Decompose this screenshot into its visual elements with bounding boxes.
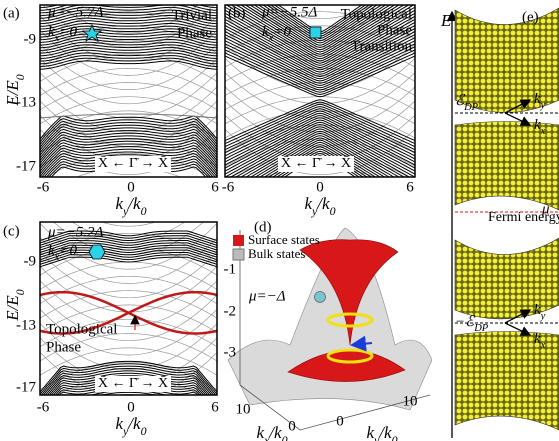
y-tick-label: -9 [24, 31, 37, 47]
label: 10 [403, 393, 418, 409]
label: (c) [3, 223, 20, 239]
legend-swatch [233, 249, 244, 260]
label: X̄ ← Γ̄ → X̄ [98, 156, 168, 172]
label: μ=−5.2Δ [47, 224, 104, 240]
text-part: y [540, 311, 546, 322]
legend-label: Surface states [248, 232, 320, 247]
x-tick-label: 6 [406, 179, 414, 195]
text-part: =0 [59, 24, 77, 40]
text-part: 0 [141, 204, 147, 218]
y-tick-label: -9 [24, 253, 37, 269]
cone-surface [455, 238, 559, 319]
label: μ=−Δ [248, 288, 286, 304]
label: Phase [177, 25, 212, 41]
text-part: 0 [141, 424, 147, 438]
text-part: E/E [3, 295, 22, 322]
band-line [40, 68, 217, 95]
band-line [40, 56, 217, 64]
text-part: 0 [13, 289, 27, 295]
text-part: E/E [3, 80, 22, 107]
text-part: /k [268, 423, 282, 441]
label: Trivial [172, 7, 212, 23]
label: 0 [288, 418, 296, 434]
band-line [40, 276, 217, 304]
text-part: /k [127, 194, 141, 213]
y-tick-label: -17 [16, 158, 36, 174]
text-part: DP [473, 323, 489, 334]
text-part: x [540, 126, 546, 137]
z-tick-label: -2 [224, 303, 237, 319]
band-line [40, 45, 217, 53]
x-tick-label: 6 [211, 179, 219, 195]
text-part: y [540, 100, 546, 111]
label: μ=−5.7Δ [47, 4, 104, 20]
x-axis-label: ky/k0 [304, 194, 335, 218]
legend-label: Bulk states [248, 246, 305, 261]
text-part: /k [378, 423, 392, 441]
band-line [40, 58, 217, 66]
x-axis-label: ky/k0 [115, 414, 146, 438]
label: Phase [46, 339, 81, 355]
label: kx/k0 [256, 423, 287, 441]
label: X̄ ← Γ̄ → X̄ [281, 156, 351, 172]
x-tick-label: -6 [222, 179, 235, 195]
z-tick-label: -1 [224, 261, 237, 277]
x-axis-label: ky/k0 [115, 194, 146, 218]
label: 0 [336, 413, 344, 429]
x-tick-label: 6 [211, 399, 219, 415]
band-line [40, 111, 217, 138]
z-tick-label: -3 [224, 344, 237, 360]
label: ky/k0 [366, 423, 397, 441]
label: Phase [377, 22, 412, 38]
text-part: =0 [273, 24, 291, 40]
text-part: 0 [282, 433, 288, 441]
label: (e) [522, 9, 539, 25]
text-part: 0 [392, 433, 398, 441]
text-part: DP [463, 102, 479, 113]
band-line [40, 42, 217, 50]
label: 10 [236, 401, 251, 417]
hex-marker [89, 245, 105, 259]
label: (a) [3, 5, 20, 21]
label: E [440, 11, 452, 30]
label: X̄ ← Γ̄ → X̄ [98, 376, 168, 392]
legend-swatch [233, 235, 244, 246]
figure: -9-13-17-606-9-13-17-606-606E/E0E/E0ky/k… [0, 0, 559, 441]
text-part: /k [316, 194, 330, 213]
band-line [40, 83, 217, 110]
label: μ [541, 201, 550, 217]
text-part: x [540, 340, 546, 351]
text-part: /k [127, 414, 141, 433]
band-line [40, 262, 217, 290]
text-part: 0 [330, 204, 336, 218]
band-line [225, 0, 415, 5]
y-tick-label: -17 [16, 379, 36, 395]
band-line [40, 0, 217, 2]
text-part: =0 [59, 243, 77, 259]
square-marker [310, 27, 321, 38]
cone-surface [455, 8, 559, 113]
band-line [225, 83, 415, 110]
label: Topological [46, 321, 117, 337]
label: Transition [351, 38, 413, 54]
x-tick-label: -6 [37, 399, 50, 415]
label: Topological [341, 6, 412, 22]
text-part: 0 [13, 74, 27, 80]
label: μ=−5.5Δ [261, 4, 318, 20]
x-tick-label: -6 [37, 179, 50, 195]
text-part: −ℰ [455, 314, 476, 330]
label: (b) [228, 5, 246, 21]
